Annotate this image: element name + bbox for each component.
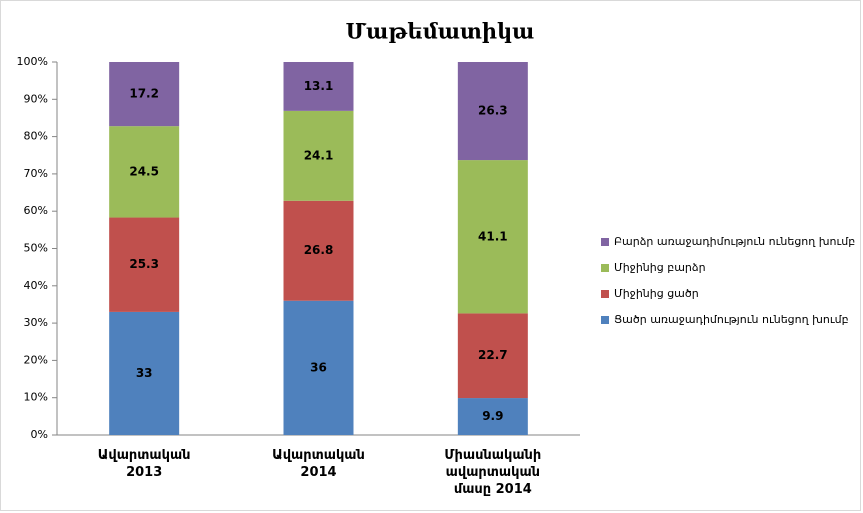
data-label: 33: [136, 366, 153, 380]
x-tick-label: Ավարտական 2014: [272, 448, 365, 480]
data-label: 36: [310, 360, 327, 374]
bar-segment: [283, 62, 354, 111]
y-tick-label: 100%: [17, 55, 48, 68]
bar-segment: [109, 217, 180, 312]
data-label: 25.3: [129, 257, 159, 271]
data-label: 22.7: [478, 348, 508, 362]
legend-swatch: [601, 316, 609, 324]
data-label: 26.3: [478, 104, 508, 118]
y-tick-label: 30%: [24, 316, 48, 329]
data-label: 26.8: [304, 243, 334, 257]
bar-segment: [283, 200, 354, 301]
y-tick-label: 90%: [24, 92, 48, 105]
bar-segment: [109, 311, 180, 435]
data-label: 9.9: [482, 409, 503, 423]
data-label: 13.1: [304, 79, 334, 93]
chart-title: Մաթեմատիկա: [346, 19, 535, 44]
legend-label: Բարձր առաջադիմություն ունեցող խումբ: [614, 235, 855, 248]
bar-segment: [109, 62, 180, 127]
legend-label: Միջինից բարձր: [614, 261, 706, 274]
y-tick-label: 80%: [24, 130, 48, 143]
x-tick-label: Միասնականի ավարտական մասը 2014: [444, 448, 542, 497]
y-tick-label: 40%: [24, 279, 48, 292]
y-tick-label: 10%: [24, 391, 48, 404]
data-label: 24.1: [304, 148, 334, 162]
bar-segment: [283, 110, 354, 201]
bar-segment: [457, 62, 528, 161]
y-tick-label: 0%: [31, 428, 48, 441]
legend-swatch: [601, 238, 609, 246]
y-tick-label: 20%: [24, 353, 48, 366]
y-tick-label: 60%: [24, 204, 48, 217]
legend-swatch: [601, 290, 609, 298]
bar-segment: [457, 313, 528, 399]
legend-label: Ցածր առաջադիմություն ունեցող խումբ: [614, 313, 849, 326]
legend-swatch: [601, 264, 609, 272]
bar-segment: [109, 126, 180, 218]
bar-segment: [457, 398, 528, 435]
bar-segment: [283, 300, 354, 435]
x-tick-label: Ավարտական 2013: [97, 448, 191, 480]
bar-segment: [457, 160, 528, 314]
legend-label: Միջինից ցածր: [614, 287, 699, 300]
data-label: 17.2: [129, 87, 159, 101]
y-tick-label: 70%: [24, 167, 48, 180]
data-label: 41.1: [478, 229, 508, 243]
data-label: 24.5: [129, 164, 159, 178]
y-tick-label: 50%: [24, 242, 48, 255]
